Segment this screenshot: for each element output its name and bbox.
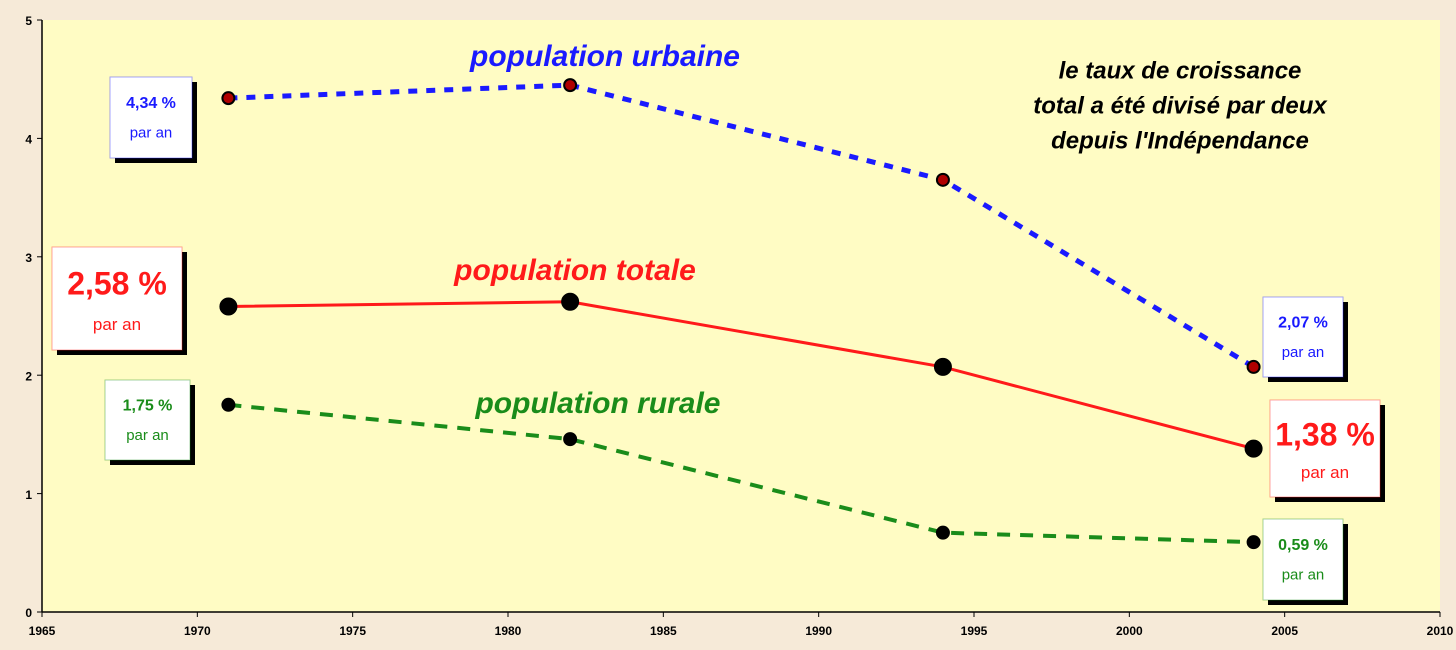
x-tick-label: 1985 [650,624,677,638]
x-tick-label: 1990 [805,624,832,638]
value-label: 2,07 % [1278,315,1328,332]
label-box [1262,518,1344,601]
label-box [51,246,183,351]
x-tick-label: 1995 [961,624,988,638]
x-tick-label: 1965 [29,624,56,638]
series-label: population rurale [474,387,720,420]
label-box [1262,296,1344,378]
series-label: population urbaine [469,40,740,73]
marker [221,91,236,106]
annotation: total a été divisé par deux [1033,92,1328,119]
value-suffix: par an [126,427,169,444]
value-suffix: par an [1301,463,1349,482]
marker [1246,535,1261,550]
marker [1244,439,1263,458]
value-suffix: par an [1282,567,1325,584]
x-tick-label: 1970 [184,624,211,638]
marker [933,357,952,376]
value-suffix: par an [130,125,173,142]
value-label: 1,38 % [1275,416,1375,452]
marker [1246,359,1261,374]
series-line [228,82,1255,370]
value-label: 2,58 % [67,266,167,302]
x-tick-label: 1980 [495,624,522,638]
y-tick-label: 1 [25,488,32,502]
value-label: 0,59 % [1278,537,1328,554]
x-tick-label: 1975 [339,624,366,638]
y-tick-label: 2 [25,369,32,383]
value-label: 1,75 % [123,398,173,415]
label-box [104,379,191,461]
y-tick-label: 5 [25,14,32,28]
value-label: 4,34 % [126,95,176,112]
series-line [228,300,1254,451]
marker [561,292,580,311]
series-label: population totale [453,254,696,287]
value-suffix: par an [1282,344,1325,361]
y-tick-label: 3 [25,251,32,265]
marker [219,297,238,316]
marker [935,525,950,540]
marker [563,78,578,93]
x-tick-label: 2010 [1427,624,1454,638]
label-box [109,76,193,159]
marker [935,172,950,187]
plot-area [42,20,1440,612]
marker [563,432,578,447]
label-box [1269,399,1381,498]
annotation: depuis l'Indépendance [1051,127,1309,154]
x-tick-label: 2000 [1116,624,1143,638]
value-suffix: par an [93,315,141,334]
annotation: le taux de croissance [1059,57,1302,84]
y-tick-label: 4 [25,133,32,147]
y-tick-label: 0 [25,606,32,620]
series-line [228,402,1254,545]
x-tick-label: 2005 [1271,624,1298,638]
marker [221,397,236,412]
